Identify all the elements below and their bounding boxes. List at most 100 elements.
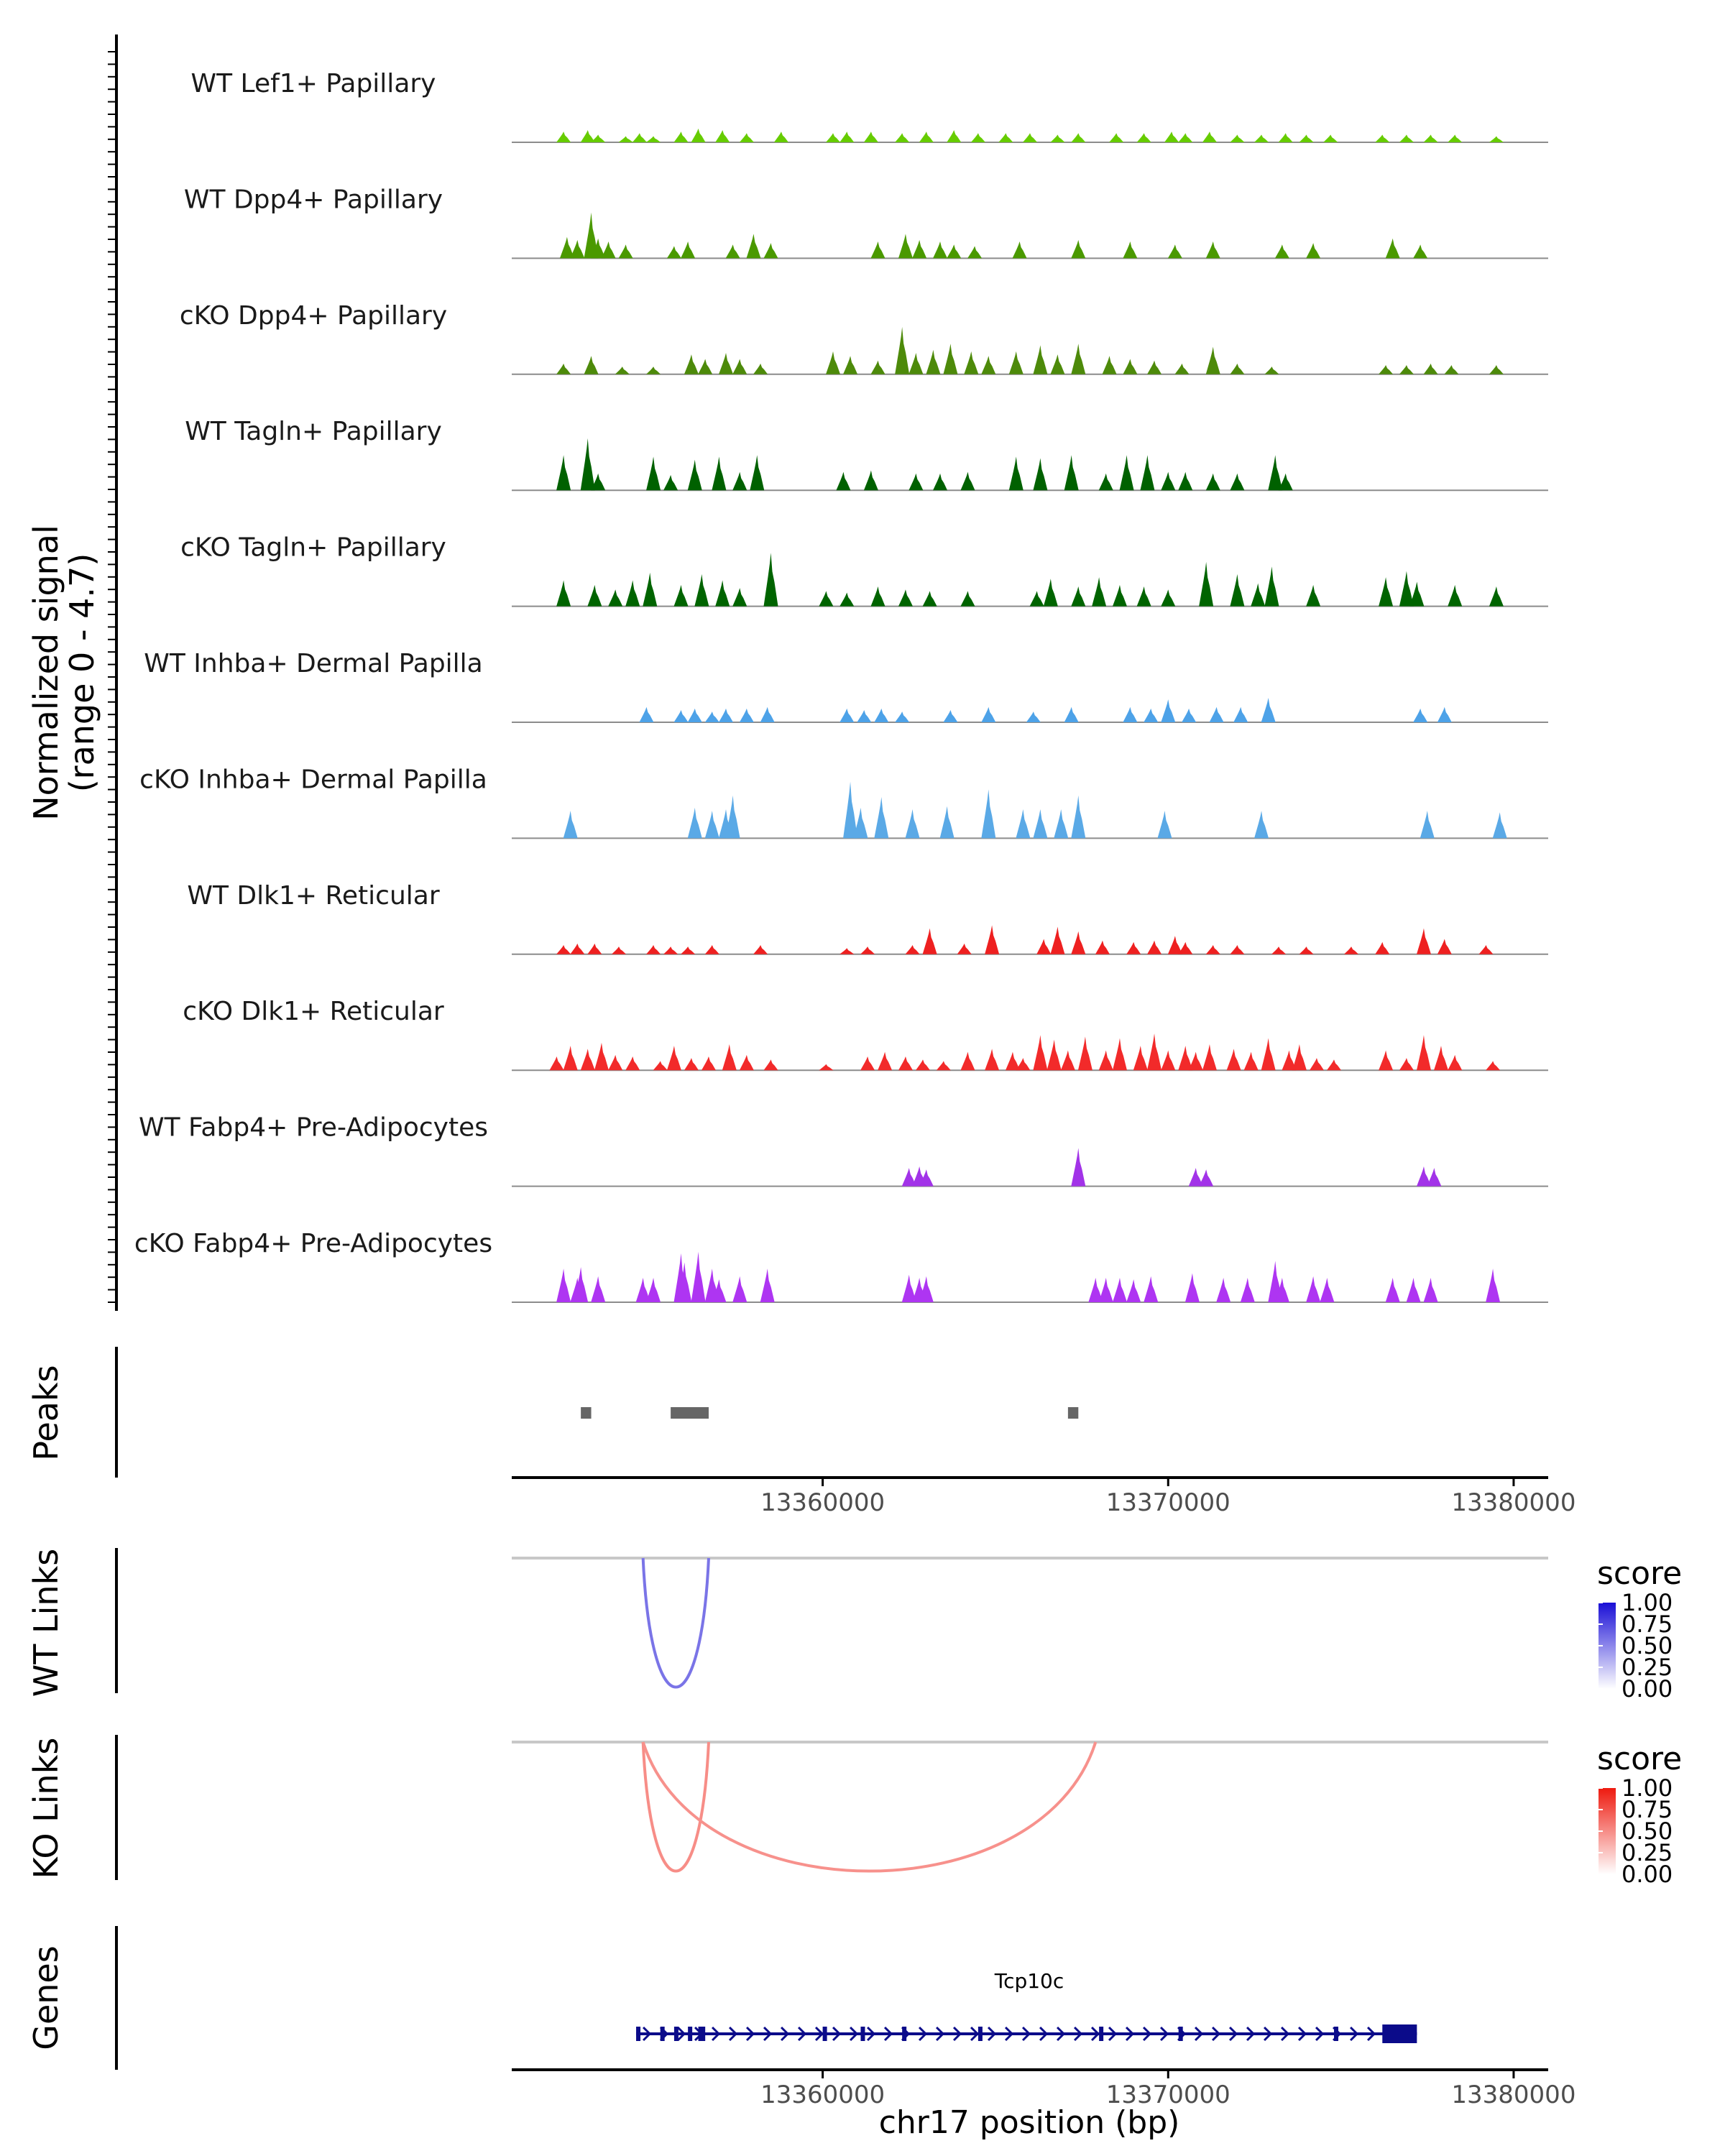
strand-arrow — [676, 2026, 686, 2042]
signal-peak — [970, 133, 985, 142]
ko-legend-title: score — [1597, 1741, 1682, 1777]
signal-peak — [694, 573, 709, 607]
signal-peak — [615, 367, 630, 374]
strand-arrow — [1349, 2026, 1359, 2042]
signal-peak — [753, 945, 768, 954]
signal-peak — [898, 589, 913, 607]
signal-peak — [704, 945, 719, 954]
strand-arrow — [763, 2026, 773, 2042]
strand-arrow — [1280, 2026, 1290, 2042]
signal-peak — [1261, 697, 1276, 722]
signal-peak — [1306, 1276, 1321, 1302]
signal-peak — [763, 1059, 778, 1071]
legend-tick-label: 0.00 — [1622, 1861, 1673, 1888]
signal-peak — [919, 1169, 934, 1187]
signal-peak — [687, 807, 702, 839]
signal-peak — [1437, 706, 1452, 722]
signal-peak — [843, 781, 858, 839]
signal-peak — [1188, 1168, 1203, 1187]
track-label: cKO Dpp4+ Papillary — [180, 301, 447, 331]
signal-peak — [1092, 577, 1107, 607]
signal-track: WT Lef1+ Papillary — [191, 69, 1548, 143]
signal-peak — [1012, 241, 1027, 259]
strand-arrow — [832, 2026, 842, 2042]
signal-peak — [1050, 354, 1065, 374]
signal-peak — [843, 356, 858, 374]
signal-peak — [1136, 586, 1151, 607]
strand-arrow — [1194, 2026, 1204, 2042]
signal-peak — [1064, 706, 1079, 722]
gene-model — [636, 2024, 1417, 2043]
signal-peak — [901, 1168, 916, 1187]
signal-peak — [646, 367, 661, 374]
strand-arrow — [918, 2026, 928, 2042]
signal-peak — [1306, 243, 1321, 259]
signal-peak — [1254, 134, 1269, 142]
signal-peak — [580, 129, 595, 142]
strand-arrow — [814, 2026, 824, 2042]
signal-peak — [1199, 561, 1214, 607]
signal-peak — [556, 363, 571, 374]
signal-peak — [556, 580, 571, 607]
signal-peak — [1209, 706, 1224, 722]
signal-peak — [1413, 708, 1428, 722]
peaks-x-ticks: 13360000 13370000 13380000 — [760, 1478, 1576, 1517]
signal-peak — [739, 708, 754, 722]
signal-peak — [1385, 1277, 1400, 1302]
signal-peak — [1071, 1148, 1086, 1187]
signal-peak — [1423, 134, 1438, 142]
signal-peak — [826, 351, 841, 374]
y-axis-subtitle: (range 0 - 4.7) — [63, 553, 101, 793]
signal-peak — [663, 474, 678, 491]
signal-peak — [580, 438, 595, 491]
signal-peak — [684, 354, 699, 374]
strand-arrow — [1056, 2026, 1066, 2042]
signal-peak — [1178, 1046, 1193, 1071]
strand-arrow — [935, 2026, 945, 2042]
signal-peak — [666, 1046, 681, 1071]
signal-track: WT Dpp4+ Papillary — [184, 185, 1548, 259]
signal-peak — [874, 708, 889, 722]
signal-peak — [643, 572, 658, 607]
signal-peak — [1251, 583, 1266, 607]
strand-arrow — [849, 2026, 859, 2042]
genes-track-label: Genes — [27, 1945, 65, 2050]
signal-peak — [753, 363, 768, 374]
signal-peak — [836, 471, 851, 491]
strand-arrow — [1228, 2026, 1238, 2042]
gene-exon — [698, 2027, 706, 2041]
strand-arrow — [780, 2026, 790, 2042]
signal-peak — [840, 592, 855, 607]
peaks-track-label: Peaks — [27, 1365, 65, 1460]
signal-peak — [1268, 455, 1283, 491]
peak-region — [1067, 1407, 1079, 1419]
peaks-track: Peaks 13360000 13370000 13380000 — [27, 1347, 1576, 1517]
signal-peak — [1109, 133, 1124, 142]
signal-peak — [1043, 579, 1058, 607]
signal-peak — [1071, 931, 1086, 954]
signal-peak — [663, 946, 678, 954]
signal-peak — [960, 471, 975, 491]
signal-peak — [1409, 581, 1425, 607]
x-tick-label: 13360000 — [760, 2081, 885, 2109]
signal-peak — [1008, 456, 1024, 491]
signal-peak — [1478, 945, 1494, 954]
legend-tick-label: 0.50 — [1622, 1818, 1673, 1845]
signal-peak — [1178, 471, 1193, 491]
gene-exon — [1099, 2027, 1104, 2041]
legend-tick-label: 1.00 — [1622, 1774, 1673, 1802]
strand-arrow — [728, 2026, 738, 2042]
signal-peak — [763, 553, 778, 607]
signal-peak — [1071, 239, 1086, 259]
signal-peak — [1264, 566, 1279, 607]
signal-peak — [632, 133, 647, 142]
signal-peak — [908, 473, 924, 491]
gene-exon — [1333, 2027, 1338, 2041]
signal-peak — [1399, 134, 1414, 142]
signal-peak — [1379, 1050, 1394, 1071]
signal-peak — [1178, 941, 1193, 954]
signal-peak — [1375, 941, 1390, 954]
ko-links-track: KO Links score 1.000.750.500.250.00 — [27, 1735, 1682, 1888]
signal-peak — [1147, 360, 1162, 374]
